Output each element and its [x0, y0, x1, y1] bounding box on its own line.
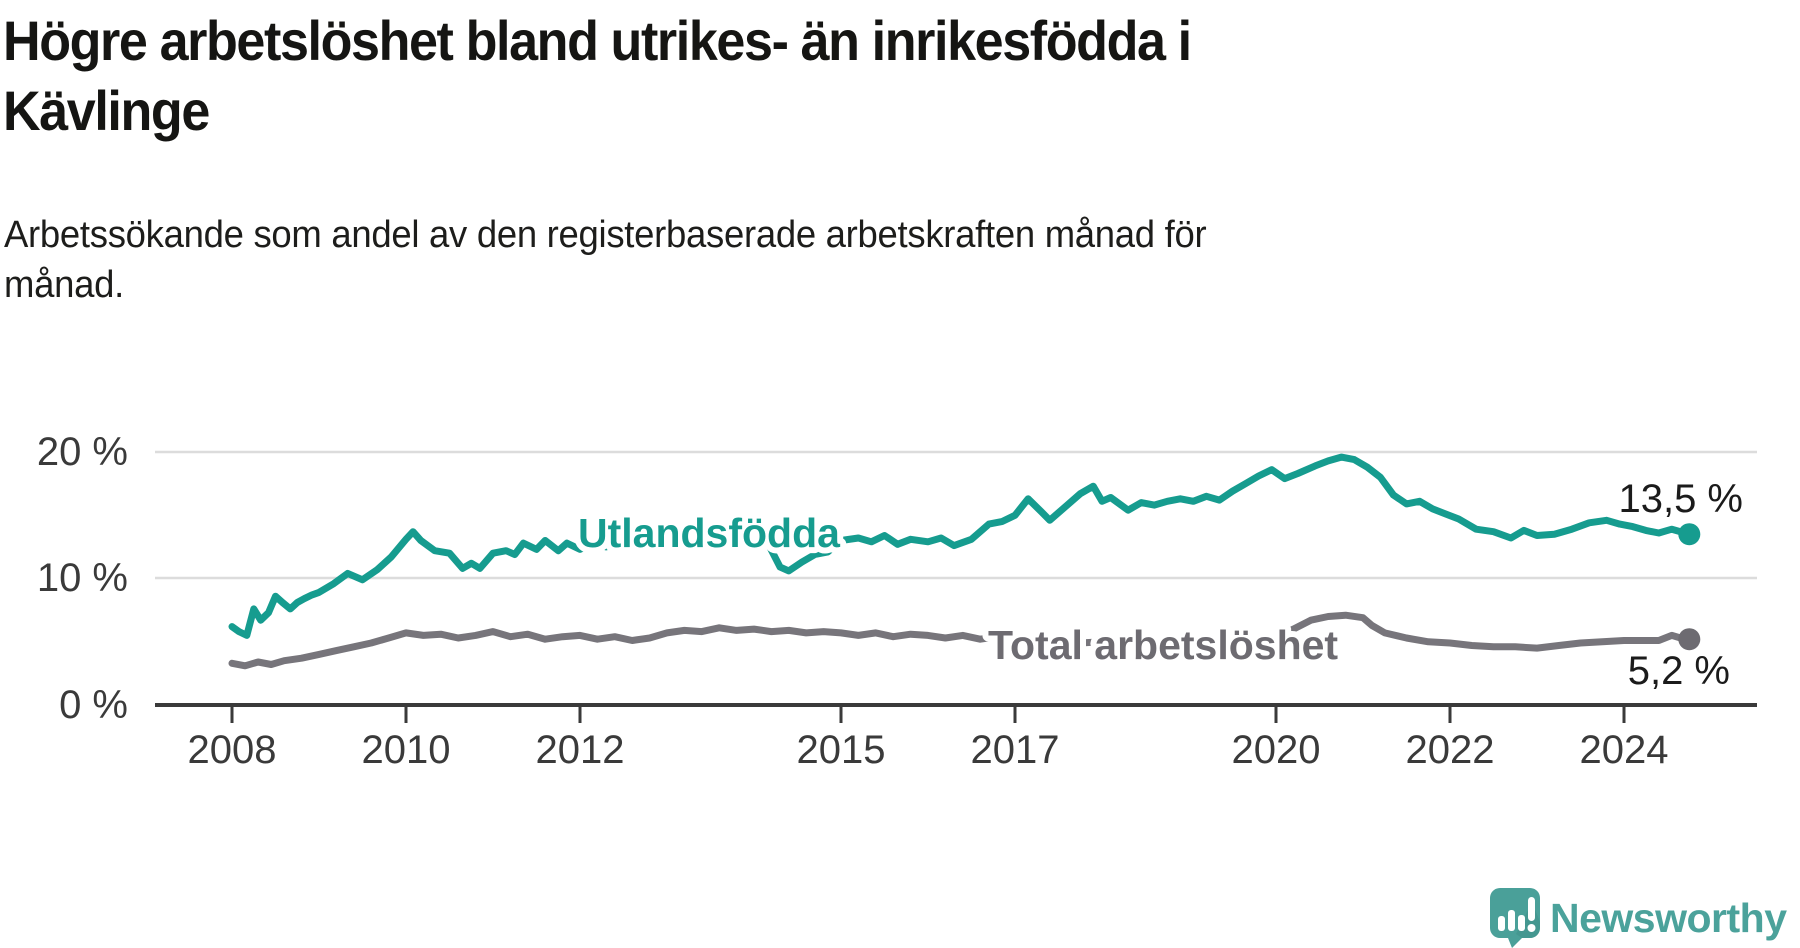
logo-bar-3: [1518, 915, 1525, 931]
series-label-total-arbetsloshet: Total arbetslöshet: [988, 622, 1338, 668]
y-tick-label-0: 0 %: [59, 683, 128, 727]
y-tick-label-10: 10 %: [37, 556, 128, 600]
newsworthy-logo: Newsworthy: [1490, 888, 1788, 948]
logo-exclamation-dot: [1527, 924, 1536, 932]
logo-exclamation-bar: [1528, 897, 1535, 921]
newsworthy-logo-bubble-icon: [1490, 888, 1540, 948]
series-label-utlandsfodda: Utlandsfödda: [578, 510, 841, 556]
page-title-line2: Kävlinge: [3, 79, 210, 142]
x-tick-label-2017: 2017: [971, 728, 1060, 772]
x-tick-label-2008: 2008: [188, 728, 277, 772]
x-tick-label-2012: 2012: [536, 728, 625, 772]
x-tick-label-2024: 2024: [1580, 728, 1669, 772]
series-line-1: [228, 611, 1693, 670]
newsworthy-logo-text: Newsworthy: [1550, 895, 1787, 941]
series-end-dot-0: [1678, 523, 1701, 546]
x-tick-label-2010: 2010: [362, 728, 451, 772]
logo-bar-1: [1498, 916, 1505, 931]
y-tick-label-20: 20 %: [37, 430, 128, 474]
x-tick-label-2022: 2022: [1406, 728, 1495, 772]
series-end-dot-1: [1678, 628, 1701, 651]
page-title: Högre arbetslöshet bland utrikes- än inr…: [3, 6, 1454, 146]
series-layer: [228, 453, 1701, 670]
end-value-utlandsfodda: 13,5 %: [1618, 477, 1743, 521]
x-tick-label-2020: 2020: [1232, 728, 1321, 772]
page-title-line1: Högre arbetslöshet bland utrikes- än inr…: [3, 9, 1192, 72]
end-value-total: 5,2 %: [1628, 649, 1730, 693]
page-subtitle-line2: månad.: [4, 264, 124, 307]
page-subtitle-line1: Arbetssökande som andel av den registerb…: [4, 214, 1207, 256]
x-tick-label-2015: 2015: [797, 728, 886, 772]
logo-bar-2: [1508, 910, 1515, 931]
series-line-0: [228, 453, 1693, 639]
page-subtitle: Arbetssökande som andel av den registerb…: [4, 210, 1502, 310]
